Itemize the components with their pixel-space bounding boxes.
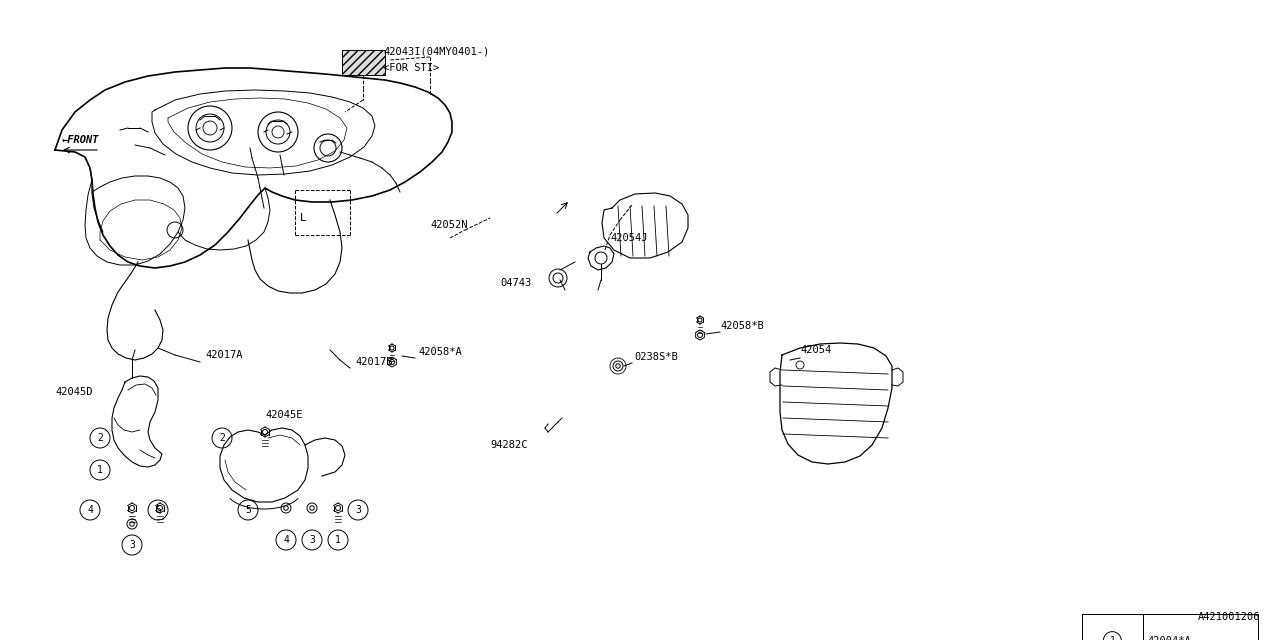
Text: 42004*A: 42004*A: [1147, 636, 1190, 640]
Text: <FOR STI>: <FOR STI>: [383, 63, 439, 73]
Text: ←FRONT: ←FRONT: [61, 135, 100, 145]
Text: 1: 1: [1110, 636, 1115, 640]
Text: 42043I(04MY0401-): 42043I(04MY0401-): [383, 47, 489, 57]
Text: 42054: 42054: [800, 345, 831, 355]
Text: 3: 3: [129, 540, 134, 550]
Text: 2: 2: [97, 433, 102, 443]
Text: 94282C: 94282C: [490, 440, 527, 450]
Text: 2: 2: [219, 433, 225, 443]
Text: L: L: [300, 213, 307, 223]
Text: 42058*B: 42058*B: [719, 321, 764, 331]
Text: 42052N: 42052N: [430, 220, 467, 230]
Text: 0238S*B: 0238S*B: [634, 352, 677, 362]
Text: 1: 1: [335, 535, 340, 545]
Text: 5: 5: [155, 505, 161, 515]
Text: 3: 3: [355, 505, 361, 515]
Text: 4: 4: [87, 505, 93, 515]
Text: 3: 3: [308, 535, 315, 545]
Text: 4: 4: [283, 535, 289, 545]
Text: 42017A: 42017A: [205, 350, 242, 360]
Text: 5: 5: [244, 505, 251, 515]
Text: 42045E: 42045E: [265, 410, 302, 420]
Text: 04743: 04743: [500, 278, 531, 288]
Text: 42045D: 42045D: [55, 387, 92, 397]
Text: 42054J: 42054J: [611, 233, 648, 243]
Text: 42058*A: 42058*A: [419, 347, 462, 357]
Text: 1: 1: [97, 465, 102, 475]
Polygon shape: [342, 50, 385, 75]
Text: A421001206: A421001206: [1198, 612, 1260, 622]
Text: 42017B: 42017B: [355, 357, 393, 367]
